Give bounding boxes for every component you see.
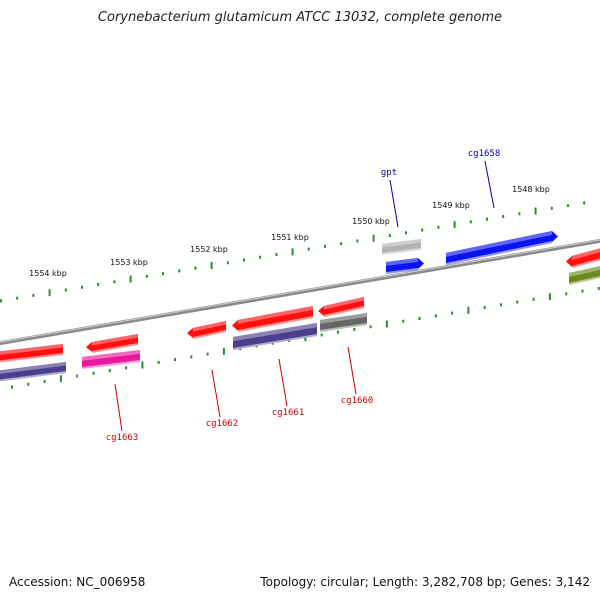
gene-feature — [568, 266, 600, 285]
gene-feature — [445, 231, 558, 265]
ruler-label: 1548 kbp — [512, 185, 550, 194]
gene-label-line — [347, 346, 357, 395]
gene-feature — [566, 248, 600, 268]
topology-summary-text: Topology: circular; Length: 3,282,708 bp… — [260, 575, 590, 589]
gene-feature — [187, 321, 227, 339]
ruler-labels: 1554 kbp 1553 kbp 1552 kbp 1551 kbp 1550 kbp… — [29, 185, 550, 278]
gene-highlight — [324, 297, 364, 310]
gene-label-cg1663: cg1663 — [106, 433, 139, 443]
gene-label-line — [389, 179, 399, 228]
upper-tick-track — [0, 201, 586, 303]
ruler-label: 1550 kbp — [352, 217, 390, 226]
gene-label-cg1660: cg1660 — [341, 396, 374, 406]
map-title: Corynebacterium glutamicum ATCC 13032, c… — [97, 10, 503, 25]
gene-highlight — [446, 231, 552, 257]
gene-labels: gpt cg1658 cg1660 cg1661 cg1662 cg1663 — [106, 149, 501, 443]
genome-backbone-highlight — [0, 239, 600, 343]
gene-label-gpt: gpt — [381, 168, 397, 178]
gene-shadow — [0, 371, 67, 382]
gene-highlight — [382, 239, 421, 248]
gene-feature — [385, 258, 424, 274]
gene-highlight — [386, 258, 418, 266]
gene-feature — [381, 239, 422, 255]
gene-shadow — [319, 323, 368, 332]
gene-feature — [0, 362, 67, 382]
gene-label-line — [484, 160, 495, 209]
ruler-label: 1554 kbp — [29, 269, 67, 278]
gene-feature — [319, 313, 368, 332]
gene-feature — [0, 344, 64, 363]
gene-label-cg1662: cg1662 — [206, 419, 239, 429]
gene-highlight — [569, 266, 600, 277]
ruler-label: 1553 kbp — [110, 258, 148, 267]
gene-highlight — [320, 313, 367, 324]
gene-shadow — [323, 306, 365, 317]
accession-text: Accession: NC_006958 — [9, 575, 146, 589]
gene-highlight — [193, 321, 226, 332]
gene-shadow — [192, 330, 227, 339]
gene-features — [0, 231, 600, 382]
gene-shadow — [568, 276, 600, 285]
gene-feature — [81, 350, 141, 369]
gene-feature — [86, 334, 139, 353]
ruler-label: 1552 kbp — [190, 245, 228, 254]
gene-feature — [232, 306, 314, 332]
gene-label-line — [278, 358, 288, 407]
gene-shadow — [237, 316, 314, 332]
lower-tick-track — [11, 286, 600, 389]
ruler-label: 1551 kbp — [271, 233, 309, 242]
ruler-label: 1549 kbp — [432, 201, 470, 210]
gene-highlight — [0, 344, 63, 355]
gene-label-cg1661: cg1661 — [272, 408, 305, 418]
gene-shadow — [91, 343, 139, 353]
gene-highlight — [572, 248, 600, 260]
gene-shadow — [381, 248, 422, 255]
gene-shadow — [232, 334, 318, 350]
gene-label-line — [211, 369, 221, 418]
gene-highlight — [82, 350, 140, 361]
gene-feature — [318, 297, 365, 317]
gene-highlight — [92, 334, 138, 346]
genome-backbone — [0, 238, 600, 346]
gene-shadow — [0, 353, 64, 363]
gene-shadow — [81, 360, 141, 369]
gene-label-line — [114, 383, 123, 432]
gene-label-cg1658: cg1658 — [468, 149, 501, 159]
gene-shadow — [445, 241, 553, 265]
gene-highlight — [238, 306, 313, 324]
gene-label-lines — [114, 160, 495, 432]
gene-highlight — [233, 323, 317, 342]
gene-highlight — [0, 362, 66, 374]
gene-shadow — [385, 268, 419, 274]
gene-feature — [232, 323, 318, 350]
